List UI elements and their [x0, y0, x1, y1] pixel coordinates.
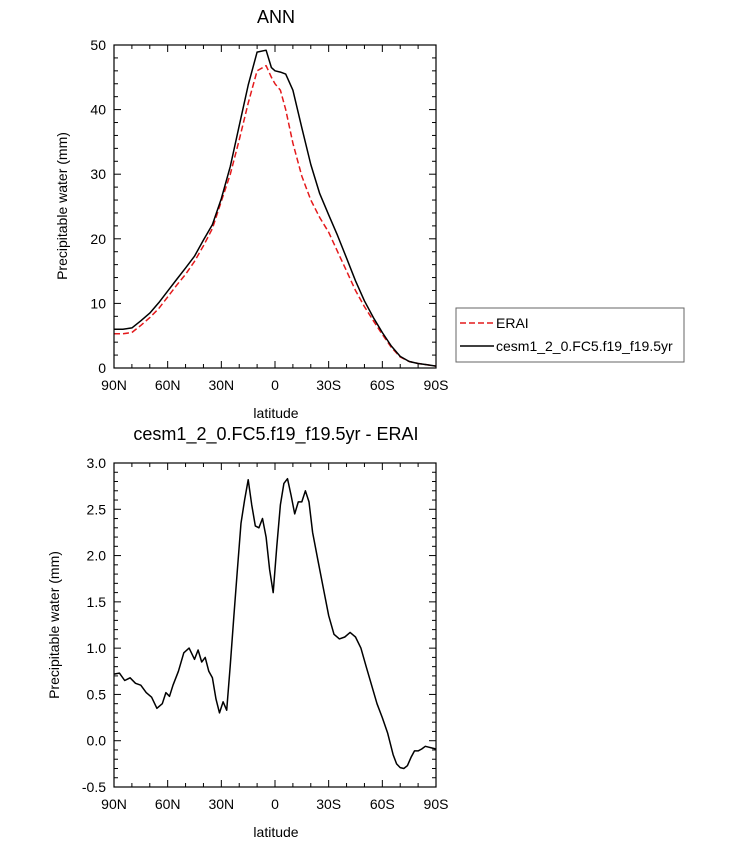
bottom-panel-xlabel: latitude [253, 824, 298, 840]
bottom-panel-ylabel: Precipitable water (mm) [46, 551, 62, 699]
y-tick-label: 30 [90, 166, 106, 182]
y-tick-label: 0.0 [87, 733, 107, 749]
x-tick-label: 60N [155, 377, 181, 393]
legend-label-cesm: cesm1_2_0.FC5.f19_f19.5yr [496, 338, 673, 354]
bottom-panel-frame [113, 462, 437, 788]
x-tick-label: 60S [370, 377, 395, 393]
x-tick-label: 0 [271, 377, 279, 393]
y-tick-label: 1.5 [87, 594, 107, 610]
x-tick-label: 90S [424, 377, 449, 393]
x-tick-label: 60N [155, 796, 181, 812]
y-tick-label: 0 [98, 360, 106, 376]
bottom-panel: cesm1_2_0.FC5.f19_f19.5yr - ERAI latitud… [46, 424, 448, 840]
series-line-cesm1-2-0-fc5-f19-f19-5yr [114, 49, 437, 367]
y-tick-label: 1.0 [87, 640, 107, 656]
x-tick-label: 30N [208, 796, 234, 812]
legend-label-erai: ERAI [496, 315, 529, 331]
y-tick-label: 40 [90, 102, 106, 118]
y-tick-label: 3.0 [87, 455, 107, 471]
top-panel-series [114, 49, 437, 367]
bottom-panel-series [113, 477, 437, 770]
top-panel-xlabel: latitude [253, 405, 298, 421]
y-tick-label: 2.5 [87, 501, 107, 517]
legend-box [455, 307, 685, 363]
series-line-erai [114, 64, 437, 367]
y-tick-label: 10 [90, 295, 106, 311]
x-tick-label: 90N [101, 796, 127, 812]
x-tick-label: 30S [316, 796, 341, 812]
difference-series-line [113, 477, 437, 770]
y-tick-label: 2.0 [87, 548, 107, 564]
y-tick-label: 50 [90, 37, 106, 53]
x-tick-label: 90S [424, 796, 449, 812]
x-tick-label: 30N [208, 377, 234, 393]
y-tick-label: 0.5 [87, 686, 107, 702]
x-tick-label: 0 [271, 796, 279, 812]
top-panel-ylabel: Precipitable water (mm) [54, 132, 70, 280]
top-panel-title: ANN [257, 7, 295, 27]
x-tick-label: 90N [101, 377, 127, 393]
bottom-panel-title: cesm1_2_0.FC5.f19_f19.5yr - ERAI [133, 424, 418, 445]
legend: ERAI cesm1_2_0.FC5.f19_f19.5yr [455, 307, 685, 363]
top-panel: ANN latitude Precipitable water (mm) 90N… [54, 7, 448, 421]
x-tick-label: 60S [370, 796, 395, 812]
y-tick-label: -0.5 [82, 779, 106, 795]
y-tick-label: 20 [90, 231, 106, 247]
x-tick-label: 30S [316, 377, 341, 393]
top-panel-ticks: 90N 60N 30N 0 30S 60S 90S 0 10 20 30 40 50 [90, 37, 448, 393]
top-panel-frame [113, 44, 437, 369]
bottom-panel-ticks: 90N 60N 30N 0 30S 60S 90S -0.5 0.0 0.5 1.0 1.5 2.0 2.… [82, 455, 449, 812]
